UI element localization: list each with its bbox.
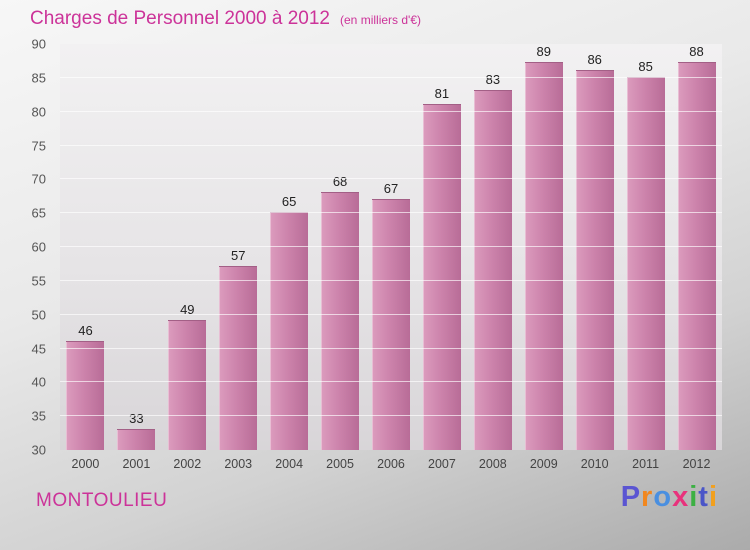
bar-column: 57 2003 [219, 44, 258, 471]
logo-letter: i [689, 481, 699, 513]
bar-value-label: 33 [129, 410, 144, 426]
bar-column: 33 2001 [117, 44, 156, 471]
chart-header: Charges de Personnel 2000 à 2012 (en mil… [30, 8, 421, 30]
bar-column: 67 2006 [371, 44, 410, 471]
bar-value-label: 83 [485, 72, 501, 88]
bar-value-label: 67 [383, 180, 399, 196]
location-label: MONTOULIEU [36, 490, 168, 511]
x-tick-label: 2002 [173, 457, 202, 471]
bar-column: 65 2004 [270, 44, 309, 471]
bar [117, 428, 156, 450]
y-tick-label: 50 [31, 307, 46, 323]
x-tick-label: 2000 [71, 457, 100, 471]
bar-column: 83 2008 [473, 44, 512, 471]
x-tick-label: 2006 [377, 457, 405, 471]
bar-value-label: 49 [180, 302, 195, 318]
bar-value-label: 86 [587, 52, 602, 68]
y-tick-label: 30 [31, 442, 46, 458]
bar-value-label: 46 [78, 322, 93, 338]
chart-title: Charges de Personnel 2000 à 2012 [30, 8, 331, 29]
bar-column: 88 2012 [677, 44, 716, 471]
bar-column: 49 2002 [168, 44, 207, 471]
bar [219, 266, 258, 450]
bar-value-label: 57 [230, 248, 246, 264]
y-tick-label: 85 [31, 70, 46, 86]
proxiti-logo: Proxiti [621, 481, 718, 514]
x-tick-label: 2011 [632, 457, 660, 471]
y-tick-label: 65 [31, 205, 46, 221]
y-axis: 30 35 40 45 50 55 60 65 70 75 80 85 90 [0, 37, 54, 458]
x-tick-label: 2003 [224, 457, 253, 471]
logo-letter: P [620, 481, 642, 513]
x-tick-label: 2010 [580, 457, 609, 471]
logo-letter: x [672, 481, 690, 513]
bar-column: 85 2011 [626, 44, 665, 471]
bars: 46 2000 33 2001 49 2002 57 2003 65 2004 68 2005 67 20… [60, 44, 722, 471]
bar [168, 320, 207, 450]
chart-subtitle: (en milliers d'€) [340, 13, 421, 27]
y-tick-label: 45 [31, 341, 46, 356]
logo-letter: r [641, 481, 654, 513]
logo-letter: i [708, 481, 718, 513]
bar-value-label: 65 [281, 194, 297, 210]
bar [270, 212, 309, 450]
x-tick-label: 2008 [478, 457, 507, 471]
logo-letter: o [653, 481, 673, 513]
bar-column: 89 2009 [524, 44, 563, 471]
bar [626, 76, 665, 450]
bar [371, 198, 410, 450]
y-tick-label: 80 [31, 104, 46, 120]
plot-area: 46 2000 33 2001 49 2002 57 2003 65 2004 68 2005 67 20… [60, 44, 722, 471]
y-tick-label: 70 [31, 171, 46, 187]
x-tick-label: 2001 [122, 457, 151, 471]
y-tick-label: 55 [31, 273, 46, 289]
y-tick-label: 60 [31, 239, 46, 255]
bar [677, 62, 716, 450]
bar-value-label: 88 [689, 44, 704, 59]
bar [321, 191, 360, 450]
logo-letter: t [698, 481, 709, 513]
bar [575, 70, 614, 450]
bar [66, 340, 105, 450]
x-tick-label: 2009 [529, 457, 558, 471]
bar-column: 86 2010 [575, 44, 614, 471]
y-tick-label: 35 [31, 408, 46, 424]
x-tick-label: 2007 [428, 457, 456, 471]
y-tick-label: 75 [31, 138, 46, 153]
bar [422, 103, 461, 450]
bar-column: 46 2000 [66, 44, 105, 471]
bar-column: 81 2007 [422, 44, 461, 471]
bar-value-label: 85 [638, 58, 653, 74]
x-tick-label: 2005 [326, 457, 354, 471]
bar-value-label: 68 [332, 173, 348, 189]
bar-value-label: 89 [536, 44, 551, 59]
bar [473, 90, 512, 450]
x-tick-label: 2012 [682, 457, 711, 471]
bar [524, 62, 563, 450]
bar-column: 68 2005 [321, 44, 360, 471]
y-tick-label: 40 [31, 374, 46, 390]
y-tick-label: 90 [31, 36, 46, 52]
bar-value-label: 81 [434, 85, 450, 101]
x-tick-label: 2004 [275, 457, 304, 471]
